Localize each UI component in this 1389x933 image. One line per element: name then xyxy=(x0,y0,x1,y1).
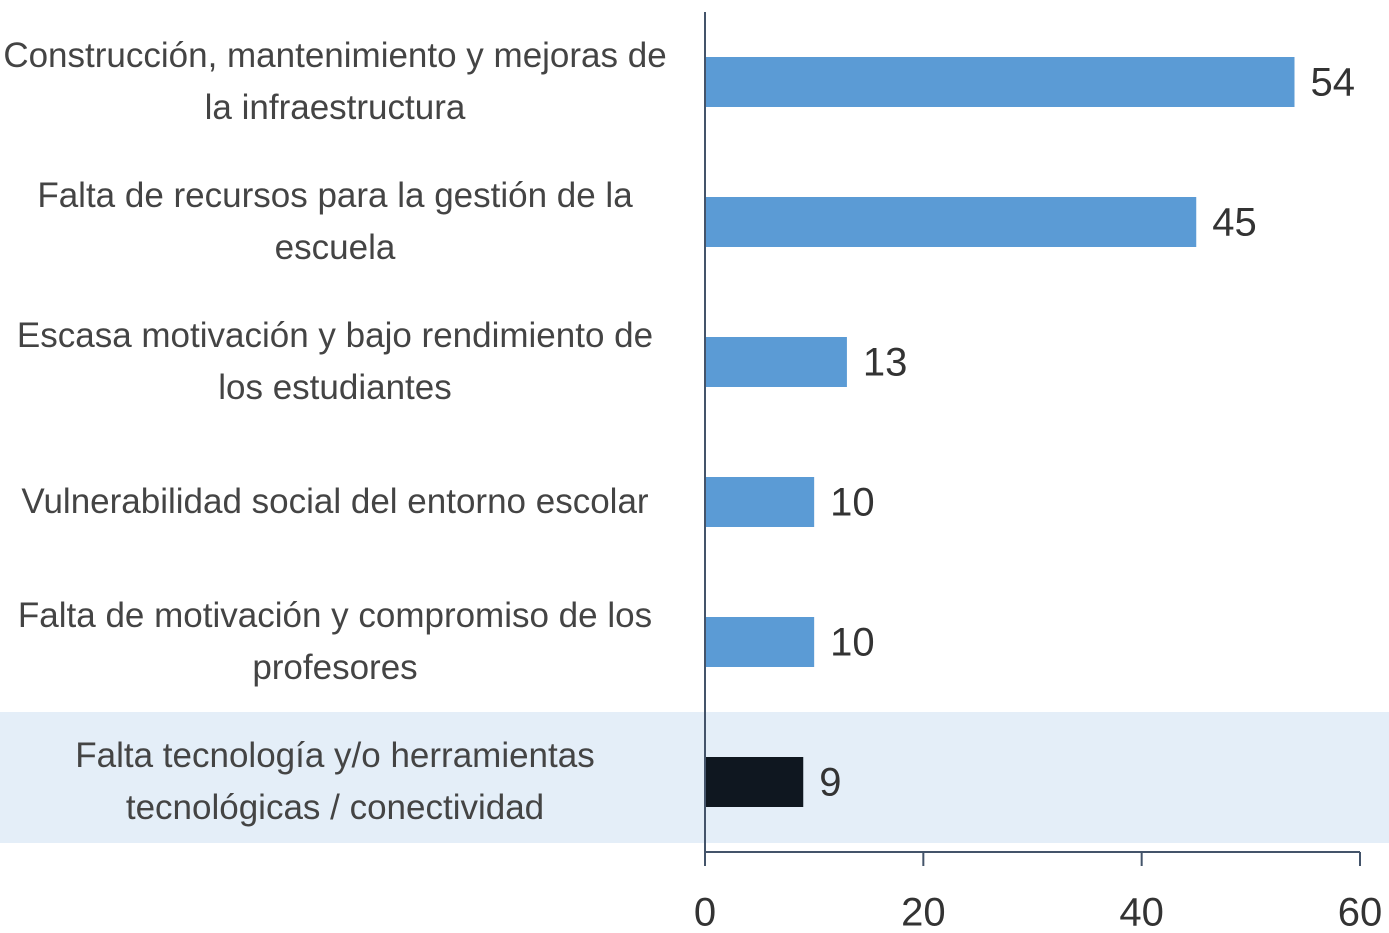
x-tick-label: 20 xyxy=(901,891,946,933)
value-label: 10 xyxy=(830,621,875,665)
bar xyxy=(705,477,815,527)
category-label: Falta tecnología y/o herramientas tecnol… xyxy=(75,736,595,827)
value-label: 45 xyxy=(1212,201,1257,245)
value-label: 13 xyxy=(863,341,908,385)
bar xyxy=(705,197,1197,247)
bar xyxy=(705,337,847,387)
highlight-band xyxy=(0,712,1389,843)
x-tick-label: 0 xyxy=(694,891,716,933)
category-label: Falta de recursos para la gestión de la … xyxy=(37,176,633,267)
x-tick-label: 60 xyxy=(1338,891,1383,933)
value-label: 9 xyxy=(819,761,841,805)
category-label: Construcción, mantenimiento y mejoras de… xyxy=(3,36,667,127)
bar xyxy=(705,617,815,667)
category-label: Escasa motivación y bajo rendimiento de … xyxy=(16,316,654,407)
bar xyxy=(705,757,804,807)
bar xyxy=(705,57,1295,107)
value-label: 54 xyxy=(1311,61,1356,105)
x-tick-label: 40 xyxy=(1119,891,1164,933)
category-label: Falta de motivación y compromiso de los … xyxy=(17,596,653,687)
value-label: 10 xyxy=(830,481,875,525)
category-label: Vulnerabilidad social del entorno escola… xyxy=(21,482,649,521)
